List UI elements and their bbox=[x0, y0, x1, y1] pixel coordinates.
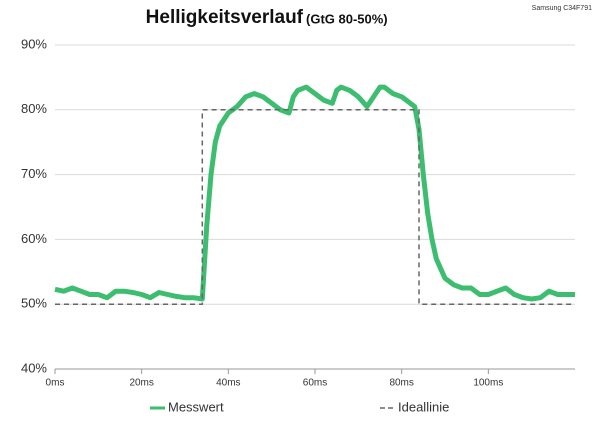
y-tick-label: 60% bbox=[21, 231, 47, 246]
y-tick-label: 80% bbox=[21, 101, 47, 116]
y-tick-label: 70% bbox=[21, 166, 47, 181]
y-tick-label: 50% bbox=[21, 296, 47, 311]
annotation: Samsung C34F791 bbox=[532, 5, 592, 12]
x-tick-label: 0ms bbox=[46, 378, 65, 389]
series-line bbox=[54, 84, 575, 302]
x-tick-label: 60ms bbox=[303, 378, 327, 389]
y-tick-label: 40% bbox=[21, 360, 47, 375]
chart-subtitle: (GtG 80-50%) bbox=[306, 11, 388, 26]
x-tick-label: 40ms bbox=[216, 378, 240, 389]
y-tick-label: 90% bbox=[21, 36, 47, 51]
legend-label: Ideallinie bbox=[398, 399, 449, 414]
x-tick-label: 100ms bbox=[473, 378, 503, 389]
x-tick-label: 20ms bbox=[129, 378, 153, 389]
series-line bbox=[55, 109, 575, 305]
chart-title: Helligkeitsverlauf bbox=[146, 7, 304, 28]
legend-label: Messwert bbox=[168, 399, 224, 414]
x-tick-label: 80ms bbox=[389, 378, 413, 389]
